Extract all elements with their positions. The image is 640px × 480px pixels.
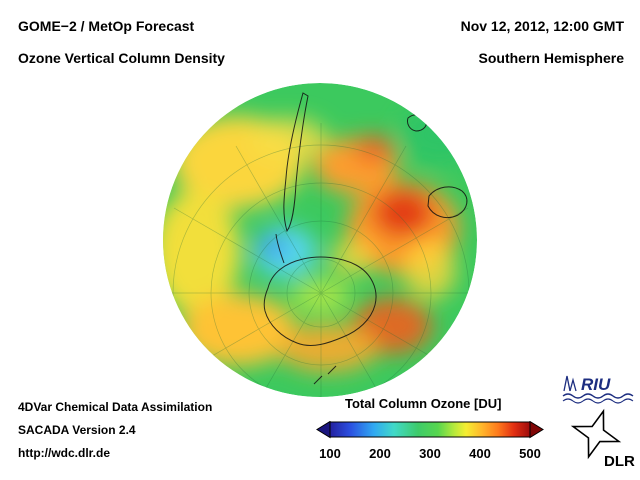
colorbar-right-arrow-icon (529, 421, 544, 439)
page-subtitle: Ozone Vertical Column Density (18, 50, 225, 66)
version-label: SACADA Version 2.4 (18, 423, 136, 437)
colorbar-tick-label: 100 (319, 446, 341, 461)
colorbar-tick-label: 300 (419, 446, 441, 461)
colorbar-tick-label: 200 (369, 446, 391, 461)
riu-cathedral-icon (563, 375, 577, 392)
page-title: GOME−2 / MetOp Forecast (18, 18, 195, 34)
dlr-star-icon (570, 408, 622, 460)
dlr-logo-text: DLR (604, 453, 635, 470)
header-right: Nov 12, 2012, 12:00 GMT Southern Hemisph… (461, 10, 624, 74)
colorbar-gradient-bar (329, 421, 531, 438)
colorbar-left-arrow-icon (316, 421, 331, 439)
header-left: GOME−2 / MetOp Forecast Ozone Vertical C… (18, 10, 225, 74)
colorbar-tick-label: 500 (519, 446, 541, 461)
url-label: http://wdc.dlr.de (18, 446, 110, 460)
colorbar (316, 421, 544, 439)
ozone-color-field (163, 105, 477, 372)
dlr-logo: DLR (570, 408, 635, 470)
globe-clip-group (163, 83, 477, 397)
riu-waves-icon (562, 393, 634, 404)
assimilation-label: 4DVar Chemical Data Assimilation (18, 400, 213, 414)
riu-logo-text: RIU (581, 375, 611, 394)
footer-info: 4DVar Chemical Data Assimilation SACADA … (18, 396, 212, 465)
colorbar-tick-label: 400 (469, 446, 491, 461)
datetime-label: Nov 12, 2012, 12:00 GMT (460, 18, 624, 34)
hemisphere-label: Southern Hemisphere (478, 50, 624, 66)
colorbar-title: Total Column Ozone [DU] (345, 396, 502, 411)
coastlines (263, 92, 468, 385)
riu-logo: RIU (562, 375, 634, 404)
colorbar-ticks: 100 200 300 400 500 (0, 446, 640, 462)
